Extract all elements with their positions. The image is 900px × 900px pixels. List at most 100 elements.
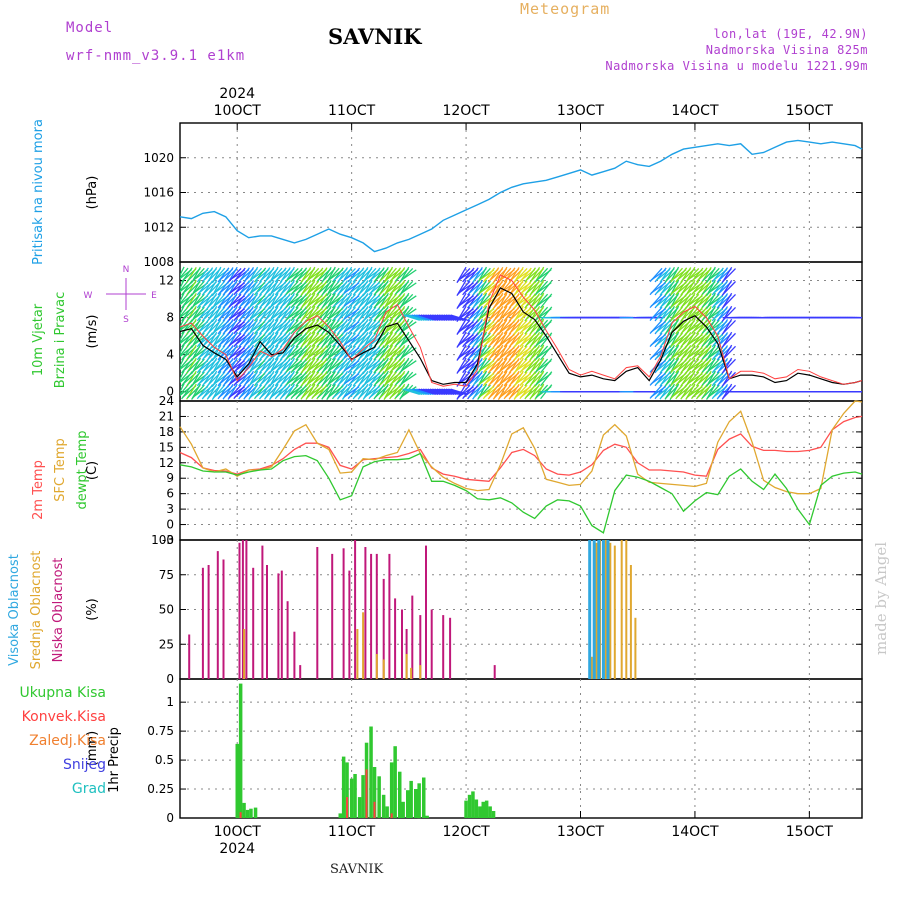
cloud-low-bar <box>493 665 496 679</box>
precip-total-bar <box>464 800 468 818</box>
cloud-low-bar <box>222 559 225 679</box>
wind-barb <box>180 332 189 344</box>
wind-barb <box>722 268 736 282</box>
cloud-mid-bar <box>620 540 623 679</box>
panel-frame <box>179 678 863 819</box>
wind-barb <box>418 388 436 396</box>
temp2m-title: 2m Temp <box>31 460 46 520</box>
wind-barb <box>180 344 185 355</box>
wind-barb <box>180 318 185 329</box>
cloud-low-bar <box>382 578 385 679</box>
wind-barb <box>427 388 446 396</box>
wind-barb <box>401 282 417 294</box>
meteogram-label: Meteogram <box>520 0 611 18</box>
cloud-low-title: Niska Oblacnost <box>51 558 66 663</box>
cloud-low-bar <box>394 598 397 679</box>
wind-barb <box>422 388 441 396</box>
x-tick-label-bottom: 15OCT <box>786 824 834 840</box>
wind-barb <box>722 319 736 334</box>
footer-station: SAVNIK <box>330 862 384 877</box>
cloud-low-bar <box>299 665 302 679</box>
wind-barb <box>180 345 189 357</box>
wind-barb <box>434 388 452 396</box>
precip-total-bar <box>361 775 365 818</box>
y-tick-label: 1012 <box>143 220 174 234</box>
y-tick-label: 0 <box>166 811 174 825</box>
y-tick-label: 0 <box>166 672 174 686</box>
cloud-mid-bar <box>410 667 413 679</box>
wind-barb <box>722 358 736 373</box>
y-tick-label: 15 <box>159 440 174 454</box>
precip-total-bar <box>242 802 246 818</box>
wind-barb <box>429 314 448 321</box>
dewpt-title: dewpt Temp <box>75 430 90 509</box>
wind-barb <box>180 357 185 368</box>
precip-total-bar <box>253 807 258 818</box>
panel-unit: (C) <box>85 461 100 480</box>
wind-barb <box>422 314 441 321</box>
precip-total-bar <box>478 806 482 818</box>
wind-barb <box>401 269 417 281</box>
precip-total-bar <box>488 806 492 818</box>
compass-w: W <box>84 291 93 301</box>
wind-title-1: 10m Vjetar <box>31 303 46 376</box>
cloud-mid-bar <box>590 656 593 679</box>
precip-total-bar <box>389 762 394 818</box>
x-tick-label-top: 14OCT <box>671 103 719 119</box>
precip-total-bar <box>245 809 250 818</box>
wind-barb <box>416 388 434 396</box>
x-tick-label-bottom: 14OCT <box>671 824 719 840</box>
precip-total-bar <box>345 762 349 818</box>
wind-barb <box>420 314 439 321</box>
cloud-mid-bar <box>405 654 408 679</box>
wind-barb <box>402 314 420 321</box>
wind-barb <box>409 314 427 321</box>
cloud-high-bar <box>592 540 596 679</box>
cloud-low-bar <box>261 545 264 679</box>
cloud-low-bar <box>216 551 219 679</box>
precip-total-bar <box>406 790 410 818</box>
precip-total-bar <box>398 771 402 818</box>
y-tick-label: 12 <box>159 274 174 288</box>
wind-barb <box>540 358 553 374</box>
wind-barb <box>180 266 185 277</box>
x-tick-label-bottom: 10OCT <box>214 824 262 840</box>
wind-barb <box>409 388 427 396</box>
wind-barb <box>180 292 185 303</box>
cloud-low-bar <box>354 540 357 679</box>
panel-unit: (mm) <box>85 731 100 766</box>
station-title: SAVNIK <box>328 24 422 49</box>
cloud-mid-bar <box>595 542 598 679</box>
model-label: Model <box>66 20 114 36</box>
elevation-label: Nadmorska Visina 825m <box>705 43 868 57</box>
wind-barb <box>722 332 736 347</box>
wind-barb <box>450 388 468 396</box>
wind-barb <box>180 293 189 305</box>
y-tick-label: -3 <box>162 533 174 547</box>
wind-barb <box>540 280 553 296</box>
wind-barb <box>436 388 455 396</box>
x-tick-label-bottom: 13OCT <box>557 824 605 840</box>
cloud-low-bar <box>293 631 296 679</box>
cloud-mid-bar <box>356 629 359 679</box>
precip-conv-bar <box>239 812 242 818</box>
wind-barb <box>406 388 425 396</box>
y-tick-label: 100 <box>151 533 174 547</box>
precip-total-bar <box>425 815 429 818</box>
y-tick-label: 8 <box>166 311 174 325</box>
precip-total-bar <box>484 800 489 818</box>
precip-total-bar <box>393 746 397 818</box>
model-elevation-label: Nadmorska Visina u modelu 1221.99m <box>605 59 868 73</box>
cloud-mid-bar <box>243 629 246 679</box>
wind-barb <box>411 388 430 396</box>
cloud-low-bar <box>245 540 248 679</box>
cloud-low-bar <box>286 601 289 679</box>
precip-legend-item: Konvek.Kisa <box>22 709 106 725</box>
wind-barb <box>401 373 417 385</box>
panel-frame <box>179 122 863 263</box>
precip-legend-item: Ukupna Kisa <box>19 685 106 701</box>
wind-speed-line <box>179 287 863 385</box>
wind-barb <box>401 386 417 398</box>
y-tick-label: 75 <box>159 568 174 582</box>
wind-barb <box>180 306 189 318</box>
